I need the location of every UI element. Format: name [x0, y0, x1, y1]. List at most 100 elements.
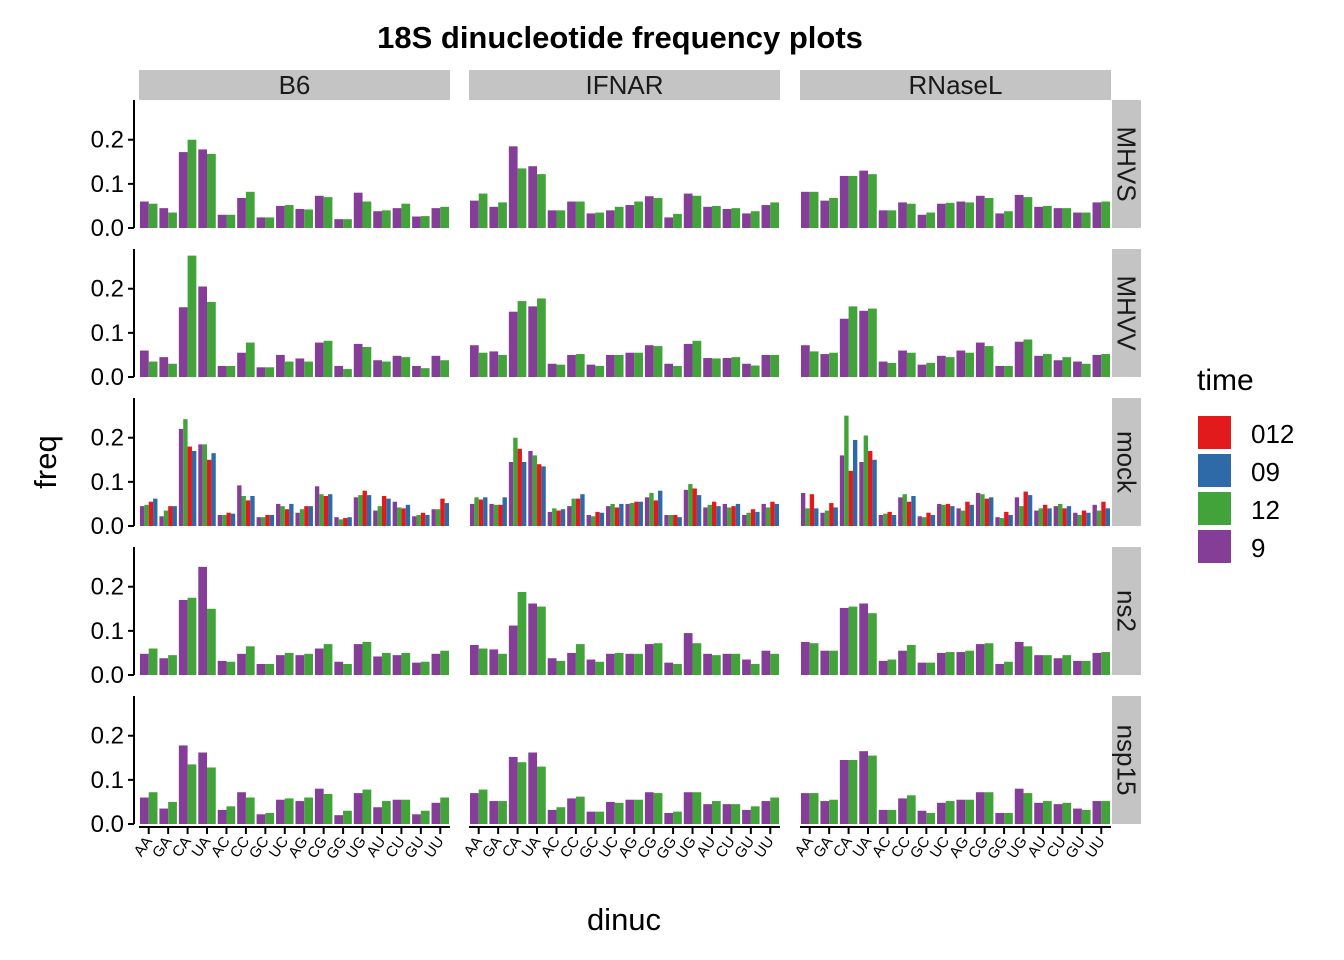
y-tick-label: 0.2 [91, 574, 124, 601]
bar-ug-12 [1023, 197, 1033, 228]
bar-ga-9 [820, 354, 830, 377]
bar-ca-12 [517, 301, 527, 377]
bar-ug-9 [1014, 788, 1024, 824]
y-axis-title: freq [28, 435, 63, 488]
bar-aa-12 [805, 508, 810, 526]
bar-ug-12 [358, 495, 363, 526]
bar-ua-12 [868, 613, 877, 675]
strip-label: MHVS [1112, 126, 1142, 201]
bar-au-12 [1042, 205, 1052, 228]
bar-gc-09 [599, 512, 605, 526]
bar-aa-9 [800, 191, 810, 228]
bar-ug-09 [696, 495, 702, 526]
panel-mhvv-b6 [139, 255, 450, 377]
bar-gu-012 [750, 509, 756, 526]
bar-ag-9 [295, 801, 305, 824]
y-tick-label: 0.1 [91, 320, 124, 347]
bar-au-9 [373, 360, 382, 377]
bar-gg-09 [1008, 514, 1013, 526]
bar-uu-12 [1101, 201, 1111, 228]
bar-gu-9 [742, 514, 747, 526]
bar-cg-9 [314, 195, 324, 228]
legend-label: 12 [1251, 495, 1280, 525]
bar-gu-9 [412, 516, 417, 526]
bar-gg-9 [995, 517, 1000, 526]
bar-au-12 [711, 358, 721, 377]
bar-gc-9 [256, 814, 266, 824]
bar-cc-9 [237, 352, 246, 377]
bar-ua-9 [198, 566, 208, 675]
bar-gc-12 [595, 811, 605, 824]
bar-cg-9 [975, 492, 981, 526]
bar-uu-12 [440, 797, 450, 824]
bar-au-09 [386, 498, 391, 526]
bar-gg-12 [338, 519, 344, 526]
bar-uc-9 [606, 653, 615, 675]
bar-ua-9 [198, 286, 208, 377]
bar-ca-9 [178, 599, 188, 675]
bar-cg-12 [984, 197, 994, 228]
bar-ag-12 [960, 510, 966, 526]
bar-ua-12 [532, 455, 538, 526]
bar-ag-012 [304, 506, 309, 526]
bar-aa-012 [148, 501, 154, 526]
bar-au-12 [381, 210, 391, 228]
bar-cu-012 [731, 506, 736, 526]
bar-aa-12 [478, 193, 488, 228]
bar-ag-09 [638, 501, 643, 526]
bar-ua-12 [868, 174, 877, 228]
bar-gc-9 [917, 364, 927, 377]
bar-ua-12 [537, 606, 546, 675]
bar-uu-9 [431, 802, 441, 824]
bar-gg-12 [673, 811, 682, 824]
legend-swatch-09 [1198, 454, 1231, 487]
bar-cc-12 [571, 498, 576, 526]
bar-ac-12 [226, 806, 236, 824]
bar-cu-012 [1062, 508, 1067, 526]
bar-cc-012 [575, 498, 581, 526]
bar-aa-012 [478, 499, 484, 526]
bar-ga-012 [168, 506, 173, 526]
bar-ca-12 [848, 606, 858, 675]
bar-ga-9 [820, 801, 830, 824]
bar-gg-12 [1004, 812, 1013, 824]
bar-gg-12 [343, 663, 352, 675]
bar-gc-9 [917, 516, 922, 526]
bar-uc-012 [284, 509, 290, 526]
bar-gu-09 [425, 514, 430, 526]
bar-cc-9 [567, 506, 572, 526]
panel-mhvs-rnasel [800, 170, 1111, 228]
strip-label: ns2 [1112, 590, 1142, 632]
bar-ua-09 [541, 466, 546, 526]
bar-cc-9 [898, 650, 907, 675]
bar-gg-12 [1004, 661, 1013, 675]
bar-cc-09 [911, 495, 916, 526]
bar-cc-9 [237, 197, 246, 228]
bar-uc-012 [945, 503, 951, 526]
bar-cg-9 [314, 486, 320, 526]
bar-ac-9 [217, 809, 227, 824]
strip-ns2 [1112, 547, 1141, 675]
bar-cu-12 [401, 799, 411, 824]
bar-uc-12 [614, 354, 624, 377]
bar-cu-09 [735, 503, 741, 526]
legend-swatch-12 [1198, 492, 1231, 525]
bar-ac-12 [556, 807, 566, 824]
bar-ga-9 [159, 808, 169, 824]
bar-gu-12 [1081, 660, 1091, 675]
bar-gg-9 [664, 217, 674, 228]
bar-gc-12 [926, 812, 936, 824]
bar-cu-12 [1062, 802, 1072, 824]
bar-ug-9 [353, 192, 363, 228]
bar-cc-12 [906, 203, 916, 228]
bar-au-12 [711, 205, 721, 228]
bar-ug-12 [1019, 506, 1024, 526]
bar-ug-9 [353, 497, 359, 526]
bar-gc-12 [921, 517, 927, 526]
bar-au-12 [1042, 354, 1052, 377]
bar-ca-9 [508, 625, 518, 675]
bar-gg-012 [673, 514, 678, 526]
bar-ug-12 [692, 643, 702, 675]
bar-aa-12 [478, 789, 488, 824]
bar-cg-12 [653, 643, 663, 675]
